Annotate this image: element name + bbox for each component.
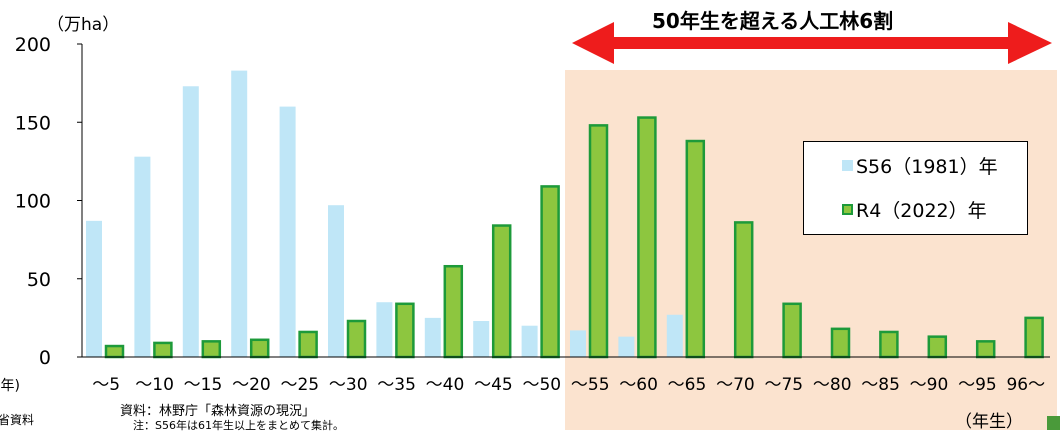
source-note: 資料：林野庁「森林資源の現況」 (120, 404, 316, 419)
y-tick-label: 50 (27, 269, 51, 291)
bar-r4 (637, 116, 657, 359)
y-tick-label: 200 (15, 34, 51, 56)
x-axis-label: （年生） (955, 412, 1023, 432)
bar-s56 (328, 205, 344, 357)
cut-source-label: 省資料 (0, 413, 35, 427)
legend-label-s56: S56（1981）年 (856, 155, 998, 178)
x-tick-label: ～15 (184, 375, 223, 395)
bar-s56 (424, 317, 441, 357)
bar-r4 (395, 302, 415, 359)
x-tick-label: ～10 (135, 375, 174, 395)
bar-r4 (733, 221, 754, 359)
legend-label-r4: R4（2022）年 (856, 199, 987, 222)
footnote: 注：S56年は61年生以上をまとめて集計。 (133, 419, 344, 432)
bar-s56 (376, 302, 393, 357)
bar-r4 (588, 124, 609, 359)
x-tick-label: ～55 (571, 375, 610, 395)
chart-title: 50年生を超える人工林6割 (652, 9, 894, 33)
x-tick-label: ～45 (474, 375, 513, 395)
x-tick-label: ～80 (813, 375, 852, 395)
bar-r4 (685, 139, 706, 359)
y-tick-label: 150 (15, 112, 51, 134)
bar-s56 (666, 314, 683, 357)
legend-swatch-r4 (842, 203, 853, 215)
bar-s56 (570, 330, 586, 357)
cut-axis-label: (年) (0, 378, 20, 394)
corner-square-icon (1047, 416, 1060, 430)
bar-s56 (521, 325, 538, 357)
x-tick-label: 96～ (1006, 375, 1045, 395)
bar-r4 (153, 341, 173, 359)
x-tick-label: ～85 (861, 375, 900, 395)
bar-r4 (782, 302, 802, 359)
y-tick-label: 100 (15, 191, 51, 213)
x-tick-label: ～60 (619, 375, 658, 395)
x-tick-label: ～20 (232, 375, 271, 395)
legend-item-s56: S56（1981）年 (842, 150, 998, 180)
legend: S56（1981）年 R4（2022）年 (803, 141, 1028, 235)
x-tick-label: ～25 (280, 375, 319, 395)
bar-r4 (540, 185, 560, 359)
bar-r4 (830, 327, 851, 359)
arrow-head-right (1008, 22, 1052, 64)
x-tick-label: ～75 (764, 375, 803, 395)
y-axis: 0 50 100 150 200 (15, 34, 83, 369)
bar-s56 (618, 336, 635, 357)
x-tick-label: ～90 (910, 375, 949, 395)
legend-swatch-s56 (842, 159, 853, 171)
bar-r4 (927, 335, 948, 359)
bar-r4 (249, 338, 270, 359)
x-tick-label: ～35 (377, 375, 416, 395)
bar-r4 (491, 224, 512, 359)
annotation-arrow (572, 22, 1052, 64)
bar-r4 (879, 330, 899, 359)
bar-r4 (1024, 316, 1044, 359)
arrow-shaft (608, 37, 1014, 49)
bar-r4 (346, 319, 367, 359)
x-axis: ～5 ～10 ～15 ～20 ～25 ～30 ～35 ～40 ～45 ～50 ～55 ～60 ～65 ～7… (82, 356, 1050, 395)
x-tick-label: ～50 (522, 375, 561, 395)
arrow-head-left (572, 22, 614, 64)
x-tick-label: ～70 (716, 375, 755, 395)
bar-s56 (134, 156, 151, 357)
y-axis-label: （万ha） (47, 15, 120, 35)
x-tick-label: ～5 (92, 375, 120, 395)
legend-item-r4: R4（2022）年 (842, 194, 987, 224)
bar-s56 (473, 321, 490, 357)
bars (86, 70, 1044, 359)
bar-s56 (279, 106, 296, 357)
bar-r4 (975, 340, 996, 359)
y-tick-label: 0 (39, 347, 51, 369)
x-tick-label: ～40 (426, 375, 465, 395)
bar-s56 (182, 86, 199, 357)
bar-r4 (104, 344, 125, 359)
bar-s56 (86, 220, 102, 357)
x-tick-label: ～65 (668, 375, 707, 395)
bar-r4 (298, 330, 318, 359)
x-tick-label: ～30 (329, 375, 368, 395)
bar-r4 (201, 340, 222, 359)
x-tick-label: ～95 (958, 375, 997, 395)
bar-s56 (231, 70, 248, 357)
bar-r4 (443, 264, 464, 359)
